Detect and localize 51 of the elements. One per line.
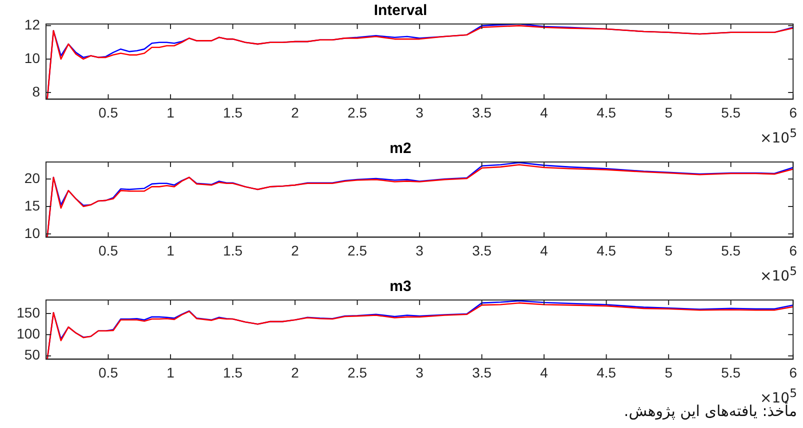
chart-title: m3: [390, 278, 412, 296]
x-tick-label: 5.5: [721, 242, 741, 258]
y-tick-label: 8: [32, 83, 40, 100]
x-tick-label: 0.5: [98, 242, 118, 258]
y-tick-label: 10: [24, 224, 40, 241]
chart-title: Interval: [374, 2, 428, 20]
text: ×10$^{5}$: [760, 264, 797, 285]
x-tick-label: 1: [166, 242, 175, 258]
x-tick-label: 2.5: [348, 242, 368, 258]
x-tick-label: 4.5: [596, 104, 616, 120]
y-tick-label: 20: [24, 170, 40, 186]
x-tick-label: 2.5: [348, 104, 368, 120]
x-tick-label: 0.5: [98, 104, 118, 120]
x-tick-label: 3.5: [472, 104, 492, 120]
x-tick-label: 5: [664, 242, 673, 258]
text: مأخذ: یافته‌های این پژوهش.: [624, 402, 797, 420]
y-tick-label: 100: [16, 326, 40, 342]
x-tick-label: 3: [416, 242, 424, 258]
x-tick-label: 6: [789, 104, 798, 120]
x-tick-label: 4: [540, 242, 548, 258]
x-tick-label: 1.5: [223, 242, 243, 258]
y-tick-label: 15: [24, 197, 40, 214]
x-tick-label: 1.5: [223, 104, 243, 120]
x-tick-label: 4.5: [596, 242, 616, 258]
y-tick-label: 12: [24, 16, 40, 33]
x-tick-label: 6: [789, 364, 798, 380]
x-tick-label: 5.5: [721, 364, 741, 380]
x-tick-label: 3: [416, 104, 424, 120]
x-tick-label: 2: [291, 104, 300, 120]
x-tick-label: 2: [291, 242, 300, 258]
x-tick-label: 3.5: [472, 242, 492, 258]
y-tick-label: 150: [16, 304, 40, 320]
x-tick-label: 5: [664, 104, 673, 120]
x-tick-label: 4.5: [596, 364, 616, 380]
x-tick-label: 0.5: [98, 364, 118, 380]
x-tick-label: 4: [540, 364, 548, 380]
x-tick-label: 4: [540, 104, 548, 120]
x-tick-label: 2: [291, 364, 300, 380]
x-tick-label: 1.5: [223, 364, 243, 380]
x-tick-label: 3: [416, 364, 424, 380]
x-tick-label: 1: [166, 364, 175, 380]
text: ×10$^{5}$: [760, 126, 797, 147]
x-tick-label: 3.5: [472, 364, 492, 380]
x-tick-label: 5: [664, 364, 673, 380]
x-tick-label: 5.5: [721, 104, 741, 120]
x-tick-label: 6: [789, 242, 798, 258]
y-tick-label: 50: [24, 346, 40, 363]
x-tick-label: 1: [166, 104, 175, 120]
x-tick-label: 2.5: [348, 364, 368, 380]
chart-title: m2: [390, 140, 412, 158]
y-tick-label: 10: [24, 50, 40, 66]
